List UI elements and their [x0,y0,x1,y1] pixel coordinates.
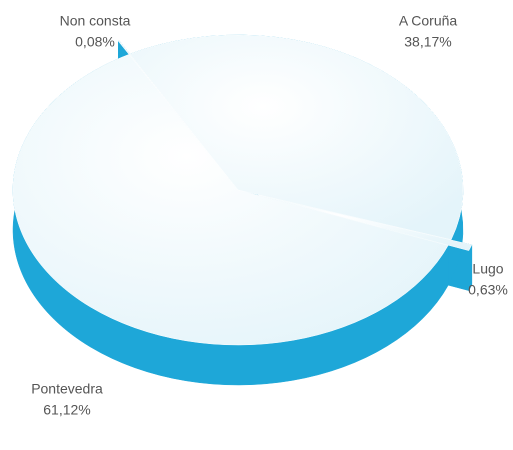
pie-slice [258,194,473,251]
slice-label: Non consta [60,13,131,29]
slice-label: A Coruña [399,13,458,29]
slice-value-label: 61,12% [43,402,90,418]
pie-slice [12,54,449,346]
slice-value-label: 0,63% [468,282,508,298]
slice-label: Lugo [472,261,503,277]
slice-label: Pontevedra [31,381,103,397]
pie-slice [129,34,464,240]
slice-value-label: 0,08% [75,34,115,50]
slice-value-label: 38,17% [404,34,451,50]
